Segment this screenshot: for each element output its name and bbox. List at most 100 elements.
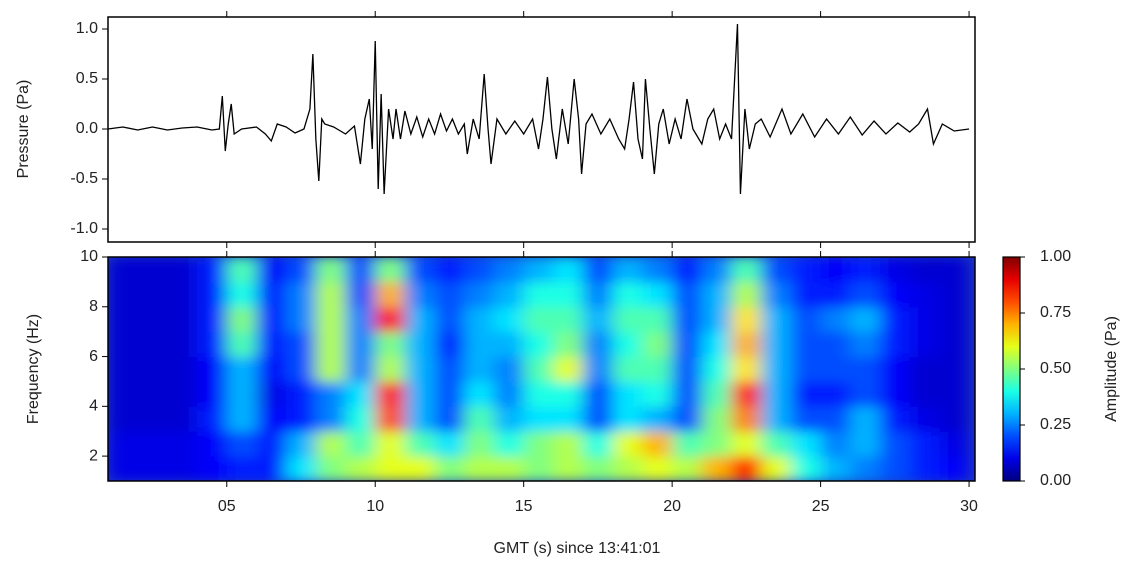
heatmap-cell — [523, 331, 554, 358]
heatmap-cell — [701, 281, 733, 308]
heatmap-cell — [137, 456, 168, 481]
y-tick-label: 0.0 — [76, 120, 98, 137]
heatmap-cell — [523, 456, 554, 481]
heatmap-cell — [404, 257, 436, 283]
heatmap-cell — [879, 406, 911, 432]
heatmap-cell — [642, 281, 673, 308]
heatmap-cell — [256, 381, 287, 407]
heatmap-cell — [790, 331, 822, 358]
heatmap-cell — [761, 406, 792, 432]
heatmap-cell — [672, 257, 703, 283]
heatmap-cell — [731, 356, 762, 382]
heatmap-cell — [642, 306, 673, 333]
heatmap-cell — [315, 406, 347, 432]
heatmap-cell — [879, 281, 911, 308]
heatmap-cell — [642, 381, 673, 407]
heatmap-cell — [315, 306, 347, 333]
heatmap-cell — [375, 381, 406, 407]
heatmap-cell — [820, 331, 851, 358]
heatmap-cell — [167, 306, 198, 333]
heatmap-cell — [523, 281, 554, 308]
heatmap-cell — [345, 281, 376, 308]
heatmap-cell — [375, 456, 406, 481]
heatmap-cell — [612, 456, 643, 481]
heatmap-cell — [197, 356, 228, 382]
heatmap-cell — [137, 431, 168, 457]
heatmap-cell — [404, 431, 436, 457]
heatmap-cell — [493, 331, 525, 358]
heatmap-cell — [939, 281, 970, 308]
colorbar-label: Amplitude (Pa) — [1103, 316, 1120, 422]
heatmap-cell — [167, 281, 198, 308]
heatmap-cell — [286, 281, 317, 308]
heatmap-cell — [108, 306, 139, 333]
heatmap-cell — [553, 431, 584, 457]
x-tick-label: 15 — [515, 498, 533, 515]
heatmap-cell — [583, 431, 614, 457]
heatmap-cell — [701, 431, 733, 457]
heatmap-cell — [790, 306, 822, 333]
heatmap-cell — [404, 306, 436, 333]
heatmap-cell — [315, 356, 347, 382]
heatmap-cell — [553, 381, 584, 407]
heatmap-cell — [701, 257, 733, 283]
heatmap-cell — [820, 257, 851, 283]
x-tick-label: 20 — [663, 498, 681, 515]
heatmap-cell — [820, 406, 851, 432]
heatmap-cell — [404, 456, 436, 481]
heatmap-cell — [642, 356, 673, 382]
heatmap-cell — [939, 431, 970, 457]
heatmap-cell — [523, 431, 554, 457]
heatmap-cell — [108, 381, 139, 407]
y-tick-label: 6 — [89, 348, 98, 365]
heatmap-cell — [790, 381, 822, 407]
heatmap-cell — [642, 406, 673, 432]
heatmap-cell — [286, 356, 317, 382]
heatmap-cell — [404, 331, 436, 358]
heatmap-cell — [820, 306, 851, 333]
heatmap-cell — [761, 257, 792, 283]
heatmap-cell — [701, 406, 733, 432]
heatmap-cell — [464, 406, 495, 432]
heatmap-cell — [909, 381, 940, 407]
heatmap-cell — [167, 257, 198, 283]
heatmap-cell — [523, 381, 554, 407]
heatmap-cell — [820, 356, 851, 382]
heatmap-cell — [315, 381, 347, 407]
heatmap-cell — [345, 331, 376, 358]
y-tick-label: -0.5 — [70, 170, 98, 187]
heatmap-cell — [434, 456, 465, 481]
heatmap-cell — [523, 257, 554, 283]
heatmap-cell — [731, 381, 762, 407]
heatmap-cell — [345, 431, 376, 457]
heatmap-cell — [137, 331, 168, 358]
heatmap-cell — [197, 331, 228, 358]
heatmap-cell — [523, 356, 554, 382]
heatmap-cell — [137, 257, 168, 283]
heatmap-cell — [939, 257, 970, 283]
heatmap-cell — [672, 431, 703, 457]
y-axis-label: Pressure (Pa) — [15, 80, 32, 179]
heatmap-cell — [404, 356, 436, 382]
heatmap-cell — [167, 431, 198, 457]
heatmap-cell — [612, 431, 643, 457]
x-tick-label: 25 — [812, 498, 830, 515]
x-tick-label: 05 — [218, 498, 236, 515]
heatmap-cell — [315, 456, 347, 481]
heatmap-cell — [434, 356, 465, 382]
heatmap-cell — [197, 306, 228, 333]
heatmap-cell — [137, 381, 168, 407]
heatmap-cell — [820, 431, 851, 457]
heatmap-cell — [612, 257, 643, 283]
heatmap-cell — [493, 456, 525, 481]
heatmap-cell — [345, 456, 376, 481]
heatmap-cell — [464, 431, 495, 457]
heatmap-cell — [939, 306, 970, 333]
colorbar-tick-label: 1.00 — [1040, 248, 1071, 265]
heatmap-cell — [434, 331, 465, 358]
heatmap-cell — [642, 257, 673, 283]
heatmap-cell — [315, 281, 347, 308]
heatmap-cell — [167, 331, 198, 358]
heatmap-cell — [820, 381, 851, 407]
heatmap-cell — [553, 456, 584, 481]
